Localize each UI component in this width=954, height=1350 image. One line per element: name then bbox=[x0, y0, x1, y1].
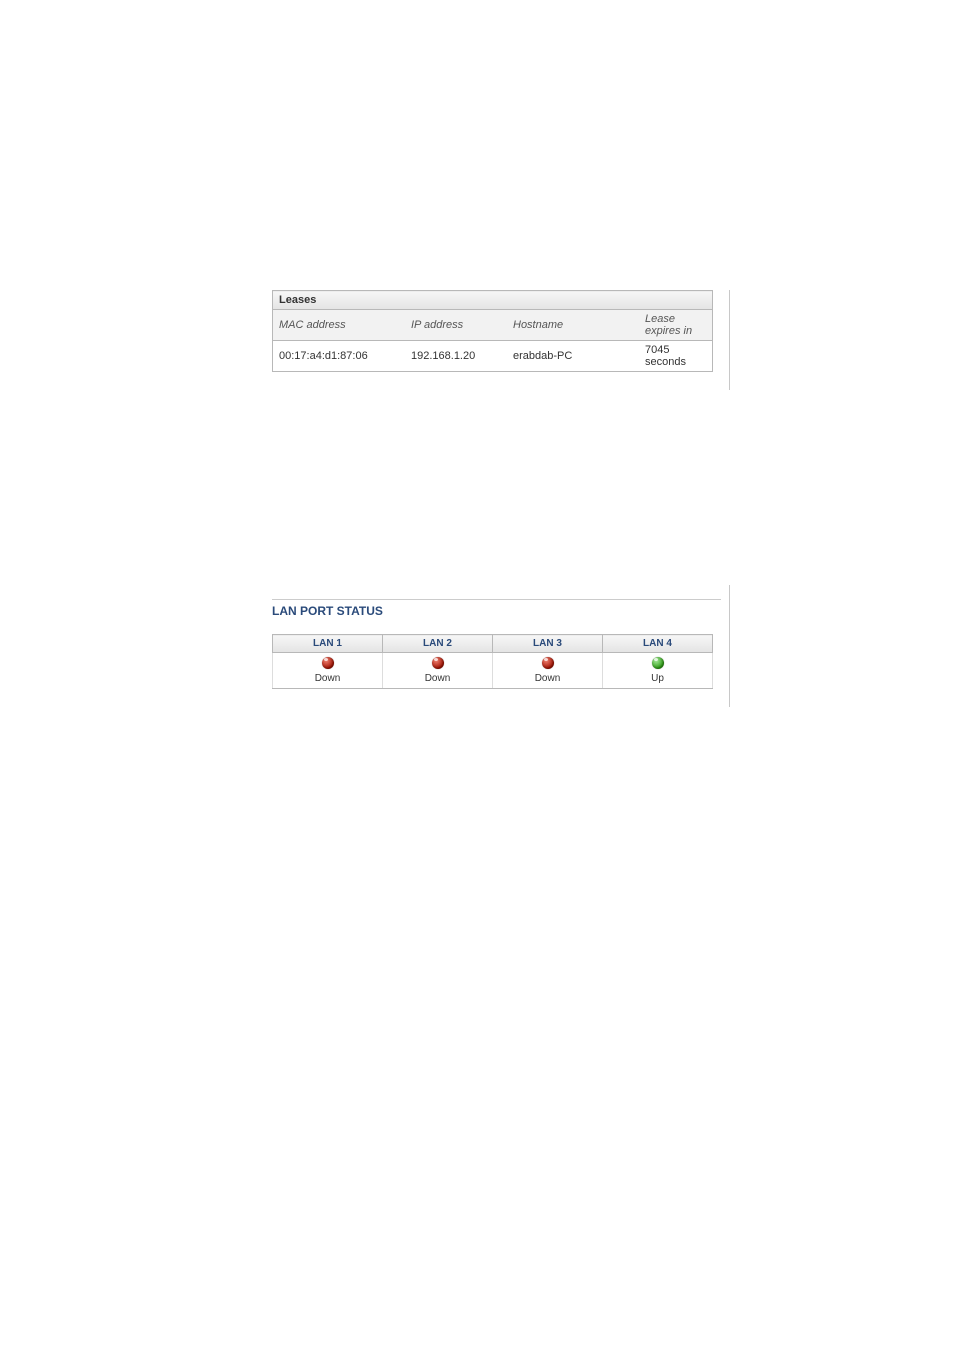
status-led-up-icon bbox=[652, 657, 664, 669]
lan-icon-row bbox=[273, 653, 713, 673]
lan-header-3: LAN 3 bbox=[493, 635, 603, 653]
lan-port-status-table: LAN 1 LAN 2 LAN 3 LAN 4 Down Down Down U… bbox=[272, 634, 713, 689]
lan-header-1: LAN 1 bbox=[273, 635, 383, 653]
leases-title-row: Leases bbox=[273, 291, 713, 310]
lan-status-4: Up bbox=[603, 672, 713, 689]
leases-table: Leases MAC address IP address Hostname L… bbox=[272, 290, 713, 372]
leases-col-mac: MAC address bbox=[273, 310, 406, 341]
table-row: 00:17:a4:d1:87:06 192.168.1.20 erabdab-P… bbox=[273, 341, 713, 372]
leases-col-host: Hostname bbox=[507, 310, 639, 341]
status-led-down-icon bbox=[542, 657, 554, 669]
lease-expires: 7045 seconds bbox=[639, 341, 713, 372]
lan-header-row: LAN 1 LAN 2 LAN 3 LAN 4 bbox=[273, 635, 713, 653]
leases-title: Leases bbox=[273, 291, 713, 310]
lan-header-2: LAN 2 bbox=[383, 635, 493, 653]
lan-port-status-panel: LAN PORT STATUS LAN 1 LAN 2 LAN 3 LAN 4 … bbox=[272, 585, 730, 707]
lan-port-status-title: LAN PORT STATUS bbox=[272, 599, 721, 620]
leases-col-expires: Lease expires in bbox=[639, 310, 713, 341]
status-led-down-icon bbox=[322, 657, 334, 669]
leases-col-ip: IP address bbox=[405, 310, 507, 341]
leases-header-row: MAC address IP address Hostname Lease ex… bbox=[273, 310, 713, 341]
lease-mac: 00:17:a4:d1:87:06 bbox=[273, 341, 406, 372]
leases-panel: Leases MAC address IP address Hostname L… bbox=[272, 290, 730, 390]
lease-host: erabdab-PC bbox=[507, 341, 639, 372]
lan-header-4: LAN 4 bbox=[603, 635, 713, 653]
lan-status-1: Down bbox=[273, 672, 383, 689]
status-led-down-icon bbox=[432, 657, 444, 669]
lease-ip: 192.168.1.20 bbox=[405, 341, 507, 372]
lan-status-3: Down bbox=[493, 672, 603, 689]
lan-status-row: Down Down Down Up bbox=[273, 672, 713, 689]
lan-status-2: Down bbox=[383, 672, 493, 689]
